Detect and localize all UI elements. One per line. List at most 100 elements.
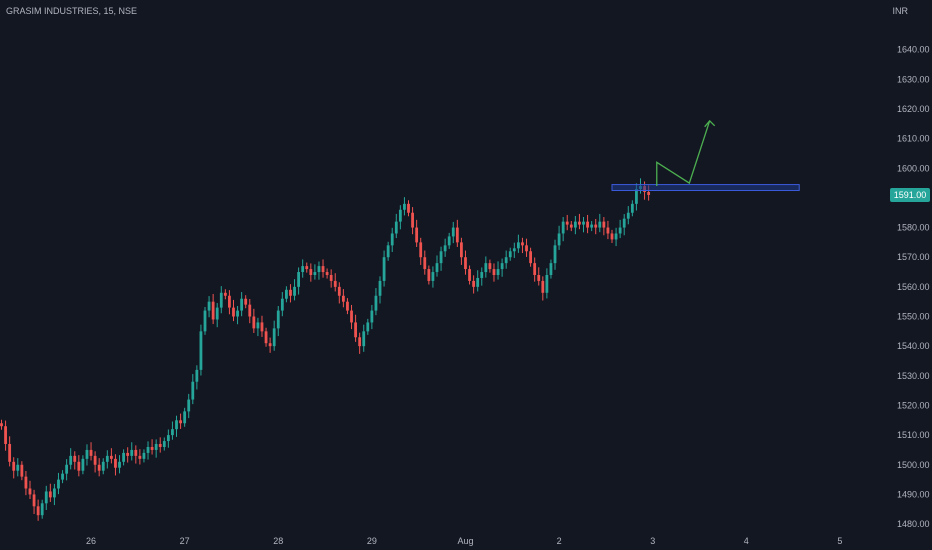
candle-body [207, 301, 211, 311]
y-tick-label: 1490.00 [897, 489, 930, 499]
candle [118, 455, 121, 474]
candle-body [435, 263, 439, 273]
candle-body [126, 452, 130, 456]
candle-body [537, 275, 541, 281]
candle-body [561, 221, 565, 234]
drawing-overlay[interactable] [611, 119, 800, 191]
candle-body [232, 307, 235, 317]
candle [248, 299, 252, 324]
candle-body [166, 435, 170, 442]
candle-body [407, 203, 410, 213]
candle [374, 288, 378, 316]
candle-body [293, 286, 296, 296]
candle [370, 304, 374, 330]
candle [301, 259, 305, 278]
candle [85, 444, 89, 466]
candle-body [215, 307, 219, 320]
candle-body [545, 275, 549, 293]
candle-body [12, 461, 16, 471]
candle [126, 447, 130, 463]
candle [215, 303, 219, 328]
candle [252, 308, 256, 333]
candle [594, 218, 598, 235]
candle [244, 295, 248, 309]
candle-body [211, 301, 215, 320]
candle [439, 246, 443, 271]
candle-body [370, 310, 374, 323]
candle [403, 197, 406, 216]
candle [362, 324, 366, 352]
candle [24, 470, 28, 496]
candle-body [394, 221, 398, 234]
candle-body [4, 426, 7, 445]
candle [57, 472, 60, 495]
candle-body [195, 369, 199, 382]
y-tick-label: 1550.00 [897, 312, 930, 322]
candle [32, 489, 36, 514]
candle-body [154, 444, 158, 450]
candle-body [337, 286, 341, 296]
candle [187, 393, 191, 419]
candle [150, 439, 154, 455]
candle-body [346, 301, 349, 311]
candle-body [500, 263, 504, 270]
candle [378, 276, 382, 304]
plot-area[interactable] [0, 178, 651, 521]
projection-path[interactable] [656, 120, 711, 187]
x-axis[interactable]: 26 27 28 29 Aug 2 3 4 5 [86, 536, 842, 546]
candle-body [134, 449, 138, 456]
candle [81, 455, 85, 475]
candle-body [378, 280, 382, 296]
candle-body [610, 233, 614, 240]
y-axis[interactable]: 1480.00 1490.00 1500.00 1510.00 1520.00 1530.… [897, 45, 930, 529]
candle [500, 258, 504, 277]
candle [586, 214, 589, 234]
candle [602, 217, 606, 236]
candle-body [525, 245, 528, 252]
candle-body [492, 269, 496, 275]
candle-body [427, 269, 431, 281]
candle-body [398, 209, 402, 222]
candle-body [460, 242, 463, 258]
candle-body [138, 455, 142, 459]
candle [171, 421, 174, 440]
candle-body [618, 227, 622, 234]
candle-body [598, 221, 602, 228]
candle [451, 221, 455, 244]
candle [557, 225, 561, 250]
candle [455, 219, 459, 247]
candle [460, 237, 463, 265]
candle [504, 250, 508, 269]
candle-body [97, 464, 101, 471]
candle [191, 374, 195, 405]
candle-body [264, 331, 268, 344]
candle [297, 267, 301, 295]
candle-body [317, 266, 321, 273]
candle [366, 318, 370, 335]
candle [427, 265, 431, 285]
y-tick-label: 1620.00 [897, 104, 930, 114]
candle-body [455, 227, 459, 243]
candle-body [606, 227, 610, 234]
candle [40, 499, 44, 519]
candle-body [476, 277, 480, 287]
x-tick-label: 2 [557, 536, 562, 546]
candle [236, 305, 239, 325]
candle-body [622, 218, 626, 228]
candle [407, 200, 410, 217]
candle [69, 448, 73, 470]
candle-body [313, 272, 317, 275]
candle [228, 290, 231, 315]
candle [549, 259, 553, 279]
candle [207, 296, 211, 318]
candle-body [65, 464, 69, 474]
candle-body [630, 203, 634, 213]
resistance-zone[interactable] [611, 184, 800, 191]
candle [20, 461, 24, 481]
candle [508, 247, 512, 261]
candle [154, 439, 158, 458]
candle-body [451, 227, 455, 237]
candle [109, 448, 113, 464]
candle [240, 292, 244, 317]
